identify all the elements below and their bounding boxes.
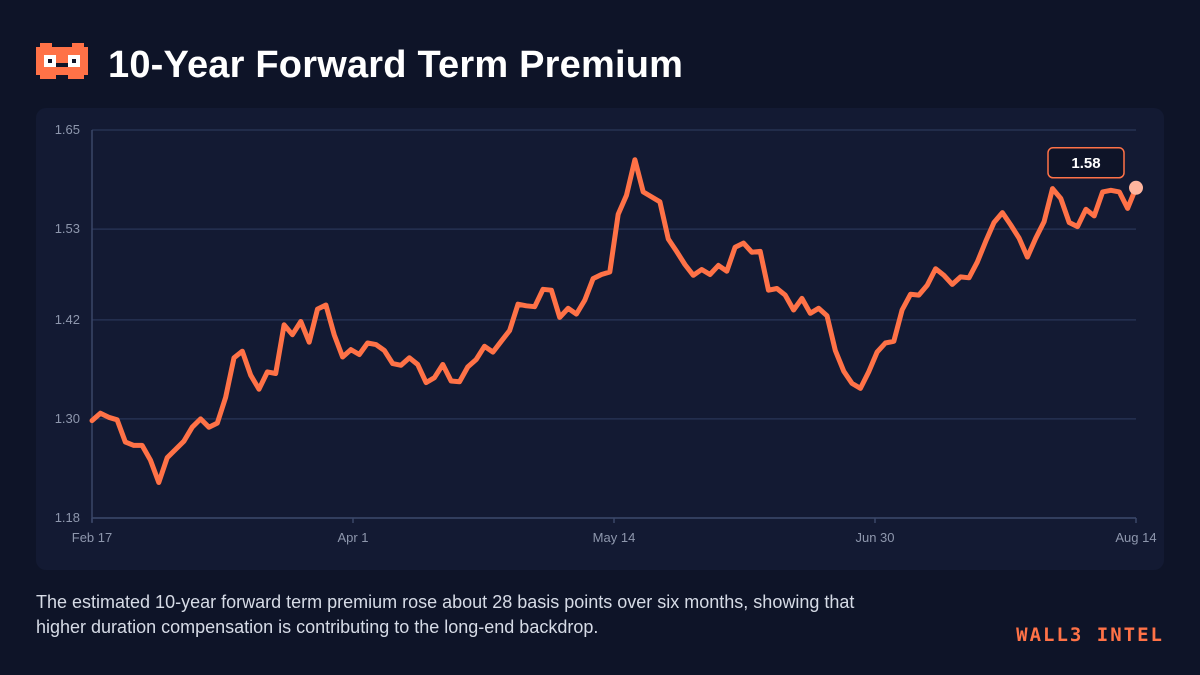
x-tick-label: Feb 17 [72, 530, 112, 545]
pixel-robot-mask-icon [36, 43, 88, 79]
x-tick-label: Jun 30 [855, 530, 894, 545]
line-chart: 1.18 1.30 1.42 1.53 1.65 Feb 17 Apr 1 May 14 Jun… [55, 122, 1157, 545]
chart-panel: 1.18 1.30 1.42 1.53 1.65 Feb 17 Apr 1 May 14 Jun… [36, 108, 1164, 570]
x-tick-label: Apr 1 [337, 530, 368, 545]
y-tick-label: 1.53 [55, 221, 80, 236]
brand-wordmark: WALL3 INTEL [1016, 624, 1164, 646]
y-tick-label: 1.42 [55, 312, 80, 327]
chart-caption: The estimated 10-year forward term premi… [36, 592, 855, 637]
y-tick-label: 1.18 [55, 510, 80, 525]
y-tick-label: 1.65 [55, 122, 80, 137]
y-tick-label: 1.30 [55, 411, 80, 426]
last-value-label: 1.58 [1071, 155, 1100, 172]
series-line [89, 157, 1139, 485]
x-tick-label: May 14 [593, 530, 636, 545]
last-value-marker [1129, 180, 1143, 195]
last-value-callout [1047, 147, 1125, 179]
page-title: 10-Year Forward Term Premium [108, 44, 684, 86]
x-tick-label: Aug 14 [1115, 530, 1156, 545]
